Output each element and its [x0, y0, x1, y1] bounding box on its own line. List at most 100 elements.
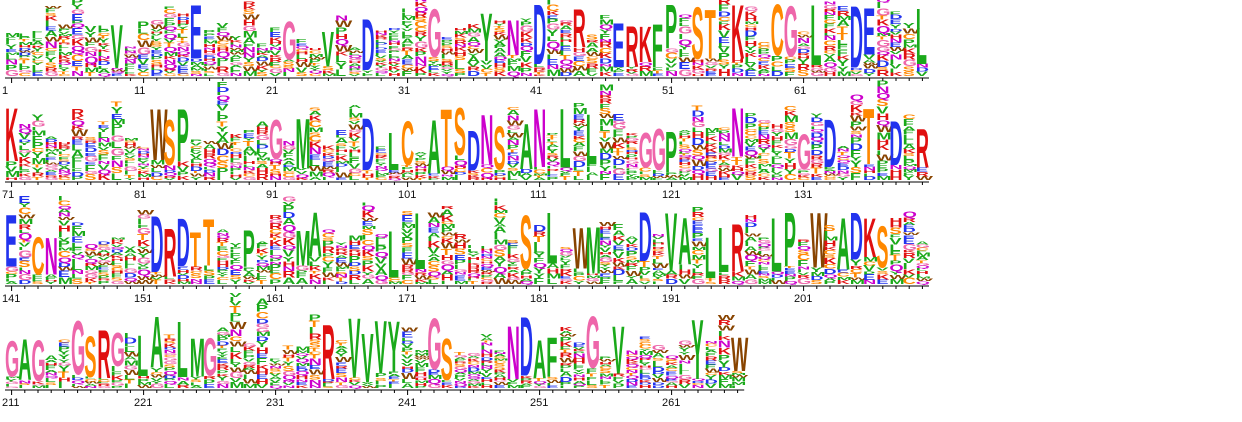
residue-letter: S [797, 249, 809, 256]
residue-letter: H [216, 262, 229, 269]
residue-letter: F [797, 241, 808, 247]
residue-letter: E [203, 383, 215, 389]
residue-letter: F [559, 263, 570, 269]
residue-letter: R [58, 42, 72, 45]
residue-letter: D [335, 163, 349, 168]
residue-letter: E [903, 234, 915, 238]
residue-letter: D [71, 171, 84, 178]
residue-letter: D [916, 67, 930, 73]
residue-letter: M [124, 137, 139, 141]
residue-letter: D [256, 57, 270, 63]
residue-letter: L [401, 337, 412, 342]
residue-letter: K [31, 44, 45, 48]
residue-letter: K [876, 143, 890, 152]
residue-letter: W [401, 68, 419, 72]
residue-letter: K [599, 52, 612, 60]
residue-letter: L [599, 232, 610, 238]
residue-letter: V [863, 264, 876, 273]
residue-letter: D [58, 261, 71, 268]
residue-letter: E [203, 55, 216, 58]
residue-letter: E [744, 69, 756, 78]
residue-letter: V [401, 343, 413, 349]
residue-letter: S [295, 72, 307, 78]
residue-letter: N [243, 166, 256, 171]
residue-letter: M [784, 115, 799, 125]
residue-letter: M [84, 66, 99, 73]
position-tick-label: 171 [398, 293, 416, 305]
residue-letter: V [625, 238, 638, 245]
residue-letter: K [348, 379, 362, 382]
residue-letter: E [111, 112, 123, 121]
residue-letter: T [163, 41, 175, 48]
residue-letter: R [639, 64, 652, 72]
residue-letter: H [348, 61, 361, 64]
residue-letter: N [718, 133, 731, 139]
residue-letter: Q [18, 128, 33, 135]
residue-letter: F [889, 250, 900, 256]
residue-letter: S [309, 107, 321, 112]
residue-letter: F [388, 44, 399, 49]
residue-letter: H [388, 42, 401, 46]
residue-letter: K [612, 141, 625, 150]
residue-letter-dominant: W [810, 197, 827, 285]
residue-letter: G [18, 273, 32, 282]
residue-letter: P [269, 278, 281, 285]
residue-letter: L [58, 64, 69, 69]
residue-letter: G [612, 122, 626, 131]
residue-letter: M [599, 117, 614, 128]
residue-letter: K [111, 241, 125, 245]
position-tick-label: 241 [398, 397, 416, 409]
residue-letter: V [876, 105, 888, 116]
residue-letter: I [124, 383, 129, 390]
residue-letter: K [427, 175, 441, 179]
residue-letter: A [282, 59, 296, 62]
residue-letter: V [744, 141, 757, 148]
residue-letter: V [718, 29, 730, 40]
residue-letter: H [744, 26, 757, 31]
residue-letter: M [493, 238, 508, 247]
residue-letter: H [124, 142, 137, 148]
residue-letter: R [401, 264, 415, 270]
residue-letter: D [520, 168, 534, 174]
residue-letter: D [256, 259, 269, 263]
residue-letter: F [295, 273, 306, 280]
residue-letter: I [31, 32, 36, 36]
residue-letter: C [361, 238, 374, 247]
residue-letter-dominant: N [533, 91, 546, 185]
residue-letter: G [810, 71, 824, 77]
position-tick-label: 31 [398, 85, 410, 97]
residue-letter: S [18, 57, 31, 60]
residue-letter: P [229, 246, 242, 250]
residue-letter: V [678, 277, 691, 285]
residue-letter: C [97, 32, 111, 36]
residue-letter-dominant: L [137, 324, 148, 389]
residue-letter: N [18, 123, 31, 130]
residue-letter: N [823, 0, 836, 5]
residue-letter: W [573, 122, 591, 127]
residue-letter: S [45, 381, 57, 385]
residue-letter: R [335, 247, 349, 253]
residue-letter: Q [533, 262, 548, 269]
residue-letter: S [375, 376, 387, 381]
residue-letter: D [705, 161, 718, 165]
residue-letter: K [441, 214, 455, 223]
residue-letter: N [427, 222, 440, 228]
residue-letter: P [414, 386, 427, 389]
residue-letter: D [454, 171, 467, 175]
residue-letter-dominant: C [401, 108, 414, 179]
residue-letter: K [467, 23, 480, 30]
residue-letter: S [903, 71, 915, 78]
residue-letter: V [520, 55, 533, 65]
residue-letter: W [335, 262, 353, 268]
residue-letter: H [744, 214, 757, 220]
residue-letter: A [216, 229, 230, 234]
residue-letter: W [810, 70, 828, 73]
residue-letter: E [757, 130, 769, 136]
